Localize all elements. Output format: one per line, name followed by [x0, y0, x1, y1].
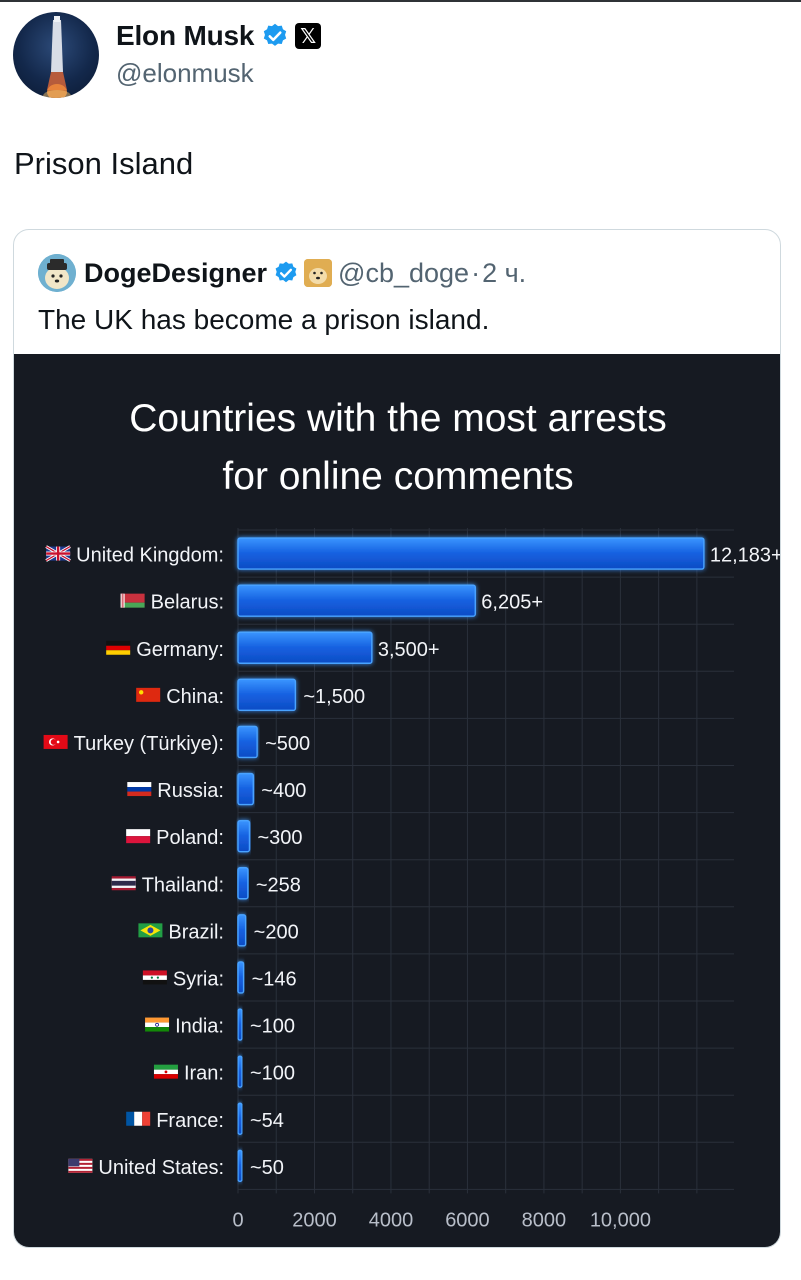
author-handle[interactable]: @elonmusk — [116, 58, 254, 88]
bar — [237, 961, 245, 994]
bar-chart: United Kingdom: 12,183+ Belarus: 6,205+ Germ… — [43, 528, 781, 1231]
quote-timestamp[interactable]: 2 ч. — [482, 257, 527, 288]
category-label: France: — [156, 1110, 224, 1132]
flag-fr-icon — [126, 1111, 151, 1126]
category-label: Brazil: — [168, 921, 224, 943]
value-label: ~400 — [261, 780, 306, 802]
x-tick-label: 0 — [232, 1209, 243, 1231]
chart-image[interactable]: Countries with the most arrests for onli… — [14, 354, 781, 1247]
bar — [237, 772, 254, 806]
bar — [237, 1149, 243, 1183]
bar — [237, 867, 249, 900]
flag-de-icon — [106, 640, 131, 655]
value-label: ~146 — [252, 968, 297, 990]
bar — [237, 584, 476, 617]
quote-text: The UK has become a prison island. — [38, 304, 490, 335]
value-label: ~258 — [256, 874, 301, 896]
tweet-text: Prison Island — [14, 146, 194, 181]
verified-badge-icon[interactable] — [273, 260, 299, 286]
flag-ru-icon — [127, 782, 152, 797]
flag-us-icon — [68, 1158, 93, 1173]
flag-ir-icon — [153, 1064, 178, 1079]
x-tick-label: 6000 — [445, 1209, 490, 1231]
flag-sy-icon — [142, 970, 167, 985]
category-label: Iran: — [184, 1063, 224, 1085]
bar — [237, 1102, 243, 1135]
value-label: ~50 — [250, 1157, 284, 1179]
flag-gb-icon — [45, 545, 71, 562]
flag-cn-icon — [136, 687, 161, 702]
bar — [237, 1008, 243, 1041]
meta-separator: · — [471, 257, 481, 288]
bar — [237, 725, 258, 759]
value-label: ~200 — [254, 921, 299, 943]
author-name[interactable]: Elon Musk — [116, 20, 255, 51]
x-tick-label: 2000 — [292, 1209, 337, 1231]
value-label: ~54 — [250, 1110, 284, 1132]
quote-author-handle[interactable]: @cb_doge — [338, 257, 470, 288]
doge-avatar-icon — [38, 254, 76, 292]
doge-emoji-icon — [304, 259, 333, 287]
category-label: United States: — [98, 1157, 224, 1179]
flag-th-icon — [111, 876, 136, 891]
value-label: 3,500+ — [378, 639, 440, 661]
category-label: Turkey (Türkiye): — [74, 733, 224, 755]
bar — [237, 1055, 243, 1088]
chart-title-line-1: Countries with the most arrests — [129, 397, 667, 440]
value-label: ~300 — [257, 827, 302, 849]
author-avatar[interactable] — [13, 12, 99, 98]
category-label: Poland: — [156, 827, 224, 849]
x-tick-label: 8000 — [522, 1209, 567, 1231]
x-logo-icon: 𝕏 — [295, 23, 322, 49]
category-label: Belarus: — [151, 592, 224, 614]
category-label: Syria: — [173, 968, 224, 990]
value-label: 12,183+ — [710, 545, 781, 567]
category-label: India: — [175, 1016, 224, 1038]
quote-author-avatar[interactable] — [38, 254, 76, 292]
chart-title-line-2: for online comments — [222, 455, 574, 498]
bar — [237, 914, 247, 947]
flag-br-icon — [138, 923, 163, 938]
value-label: ~100 — [250, 1016, 295, 1038]
rocket-icon — [43, 16, 71, 98]
value-label: ~1,500 — [303, 686, 365, 708]
category-label: Thailand: — [142, 874, 224, 896]
value-label: ~500 — [265, 733, 310, 755]
value-label: ~100 — [250, 1063, 295, 1085]
x-tick-label: 10,000 — [590, 1209, 651, 1231]
bar — [237, 537, 705, 570]
value-label: 6,205+ — [481, 592, 543, 614]
chart-title: Countries with the most arrests for onli… — [14, 390, 780, 506]
verified-badge-icon[interactable] — [261, 22, 289, 50]
category-label: Russia: — [157, 780, 224, 802]
bar — [237, 819, 251, 853]
flag-in-icon — [145, 1017, 170, 1032]
category-label: China: — [166, 686, 224, 708]
bar — [237, 678, 297, 712]
category-label: United Kingdom: — [76, 545, 224, 567]
category-label: Germany: — [136, 639, 224, 661]
top-divider — [0, 0, 801, 2]
flag-tr-icon — [43, 734, 68, 749]
flag-by-icon — [120, 593, 145, 608]
flag-pl-icon — [126, 829, 151, 844]
quoted-tweet-card[interactable]: DogeDesigner @cb_doge · 2 ч. The UK has … — [13, 229, 781, 1248]
quote-author-name[interactable]: DogeDesigner — [84, 257, 268, 288]
bar — [237, 631, 373, 664]
x-tick-label: 4000 — [369, 1209, 414, 1231]
